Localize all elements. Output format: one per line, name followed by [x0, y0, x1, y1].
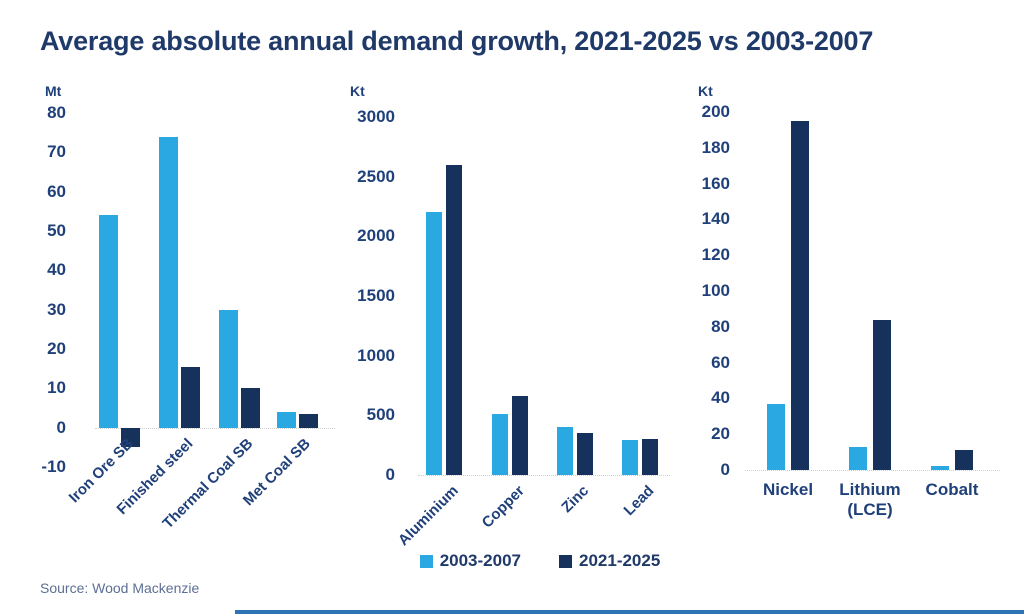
y-tick-label: 20: [711, 424, 730, 444]
bar-2003-2007-aluminium: [426, 212, 442, 475]
y-tick-label: 40: [47, 260, 66, 280]
x-category-label: Zinc: [558, 482, 593, 517]
bar-2021-2025-zinc: [577, 433, 593, 475]
y-tick-label: 3000: [357, 107, 395, 126]
bar-2003-2007-iron-ore-sb: [98, 215, 118, 428]
bar-2021-2025-aluminium: [446, 164, 462, 475]
y-tick-label: 500: [366, 405, 395, 425]
y-axis-unit-label: Kt: [698, 83, 713, 99]
y-tick-label: 80: [47, 103, 66, 122]
bar-2021-2025-lithium-lce: [873, 319, 891, 470]
legend: 2003-2007 2021-2025: [390, 551, 690, 571]
y-tick-label: 60: [47, 181, 66, 201]
x-category-label: Cobalt: [925, 480, 979, 499]
bar-2003-2007-thermal-coal-sb: [218, 309, 238, 428]
y-tick-label: 0: [720, 460, 730, 479]
bar-2021-2025-nickel: [791, 120, 809, 470]
legend-item-2021-2025: 2021-2025: [559, 551, 660, 571]
source-note: Source: Wood Mackenzie: [40, 580, 200, 596]
bar-2003-2007-met-coal-sb: [276, 411, 296, 428]
chart-title: Average absolute annual demand growth, 2…: [40, 26, 874, 56]
y-tick-label: 180: [701, 137, 730, 157]
y-tick-label: 30: [47, 299, 66, 319]
y-tick-label: 140: [701, 209, 730, 229]
x-category-label: Aluminium: [394, 482, 462, 550]
y-tick-label: 120: [701, 245, 730, 265]
y-tick-label: 80: [711, 316, 730, 336]
y-tick-label: 100: [701, 281, 730, 300]
y-tick-label: 50: [47, 221, 66, 240]
legend-item-2003-2007: 2003-2007: [419, 551, 521, 571]
y-tick-label: 1000: [357, 345, 395, 365]
legend-swatch-icon: [559, 554, 572, 568]
x-axis-baseline: [95, 427, 335, 429]
bar-2003-2007-finished-steel: [158, 136, 178, 428]
bar-2003-2007-zinc: [557, 427, 573, 475]
bar-2021-2025-lead: [642, 439, 658, 475]
y-axis-unit-label: Mt: [45, 83, 62, 99]
x-axis-baseline: [418, 475, 670, 476]
plot-area-3: Nickel Lithium (LCE) Cobalt: [745, 112, 1000, 590]
bar-2021-2025-copper: [512, 396, 528, 475]
bar-2021-2025-thermal-coal-sb: [240, 388, 260, 428]
bar-2021-2025-finished-steel: [180, 366, 200, 428]
bar-2003-2007-lithium-lce: [849, 446, 867, 470]
y-tick-label: 70: [47, 142, 66, 162]
y-tick-label: -10: [41, 457, 66, 476]
y-tick-label: 0: [385, 465, 395, 484]
bar-2021-2025-iron-ore-sb: [120, 427, 140, 448]
y-tick-label: 0: [56, 417, 66, 437]
x-category-label: Lithium (LCE): [839, 480, 901, 519]
bar-2003-2007-cobalt: [931, 466, 949, 470]
y-tick-label: 200: [701, 102, 730, 121]
bar-2003-2007-copper: [492, 414, 508, 475]
legend-label: 2003-2007: [439, 551, 521, 570]
bar-2021-2025-met-coal-sb: [298, 413, 318, 428]
y-tick-label: 40: [711, 388, 730, 408]
x-axis-baseline: [745, 470, 1000, 471]
y-tick-label: 2500: [357, 166, 395, 186]
plot-area-1: Iron Ore SB Finished steel Thermal Coal SB…: [65, 113, 335, 587]
legend-swatch-icon: [419, 554, 433, 568]
x-category-label: Copper: [478, 482, 528, 532]
y-tick-label: 1500: [357, 286, 395, 305]
y-tick-label: 20: [47, 339, 66, 358]
bar-2003-2007-lead: [622, 440, 638, 475]
bar-2021-2025-cobalt: [955, 450, 973, 470]
y-tick-label: 160: [701, 173, 730, 193]
bar-2003-2007-nickel: [767, 403, 785, 470]
x-category-label: Nickel: [762, 480, 814, 499]
y-tick-label: 10: [47, 378, 66, 398]
y-tick-label: 60: [711, 352, 730, 372]
footer-accent-line: [235, 610, 1024, 614]
legend-label: 2021-2025: [579, 551, 661, 570]
y-tick-label: 2000: [357, 226, 395, 246]
x-category-label: Lead: [620, 482, 658, 520]
plot-area-2: Aluminium Copper Zinc Lead: [394, 117, 670, 595]
y-axis-unit-label: Kt: [350, 83, 365, 99]
